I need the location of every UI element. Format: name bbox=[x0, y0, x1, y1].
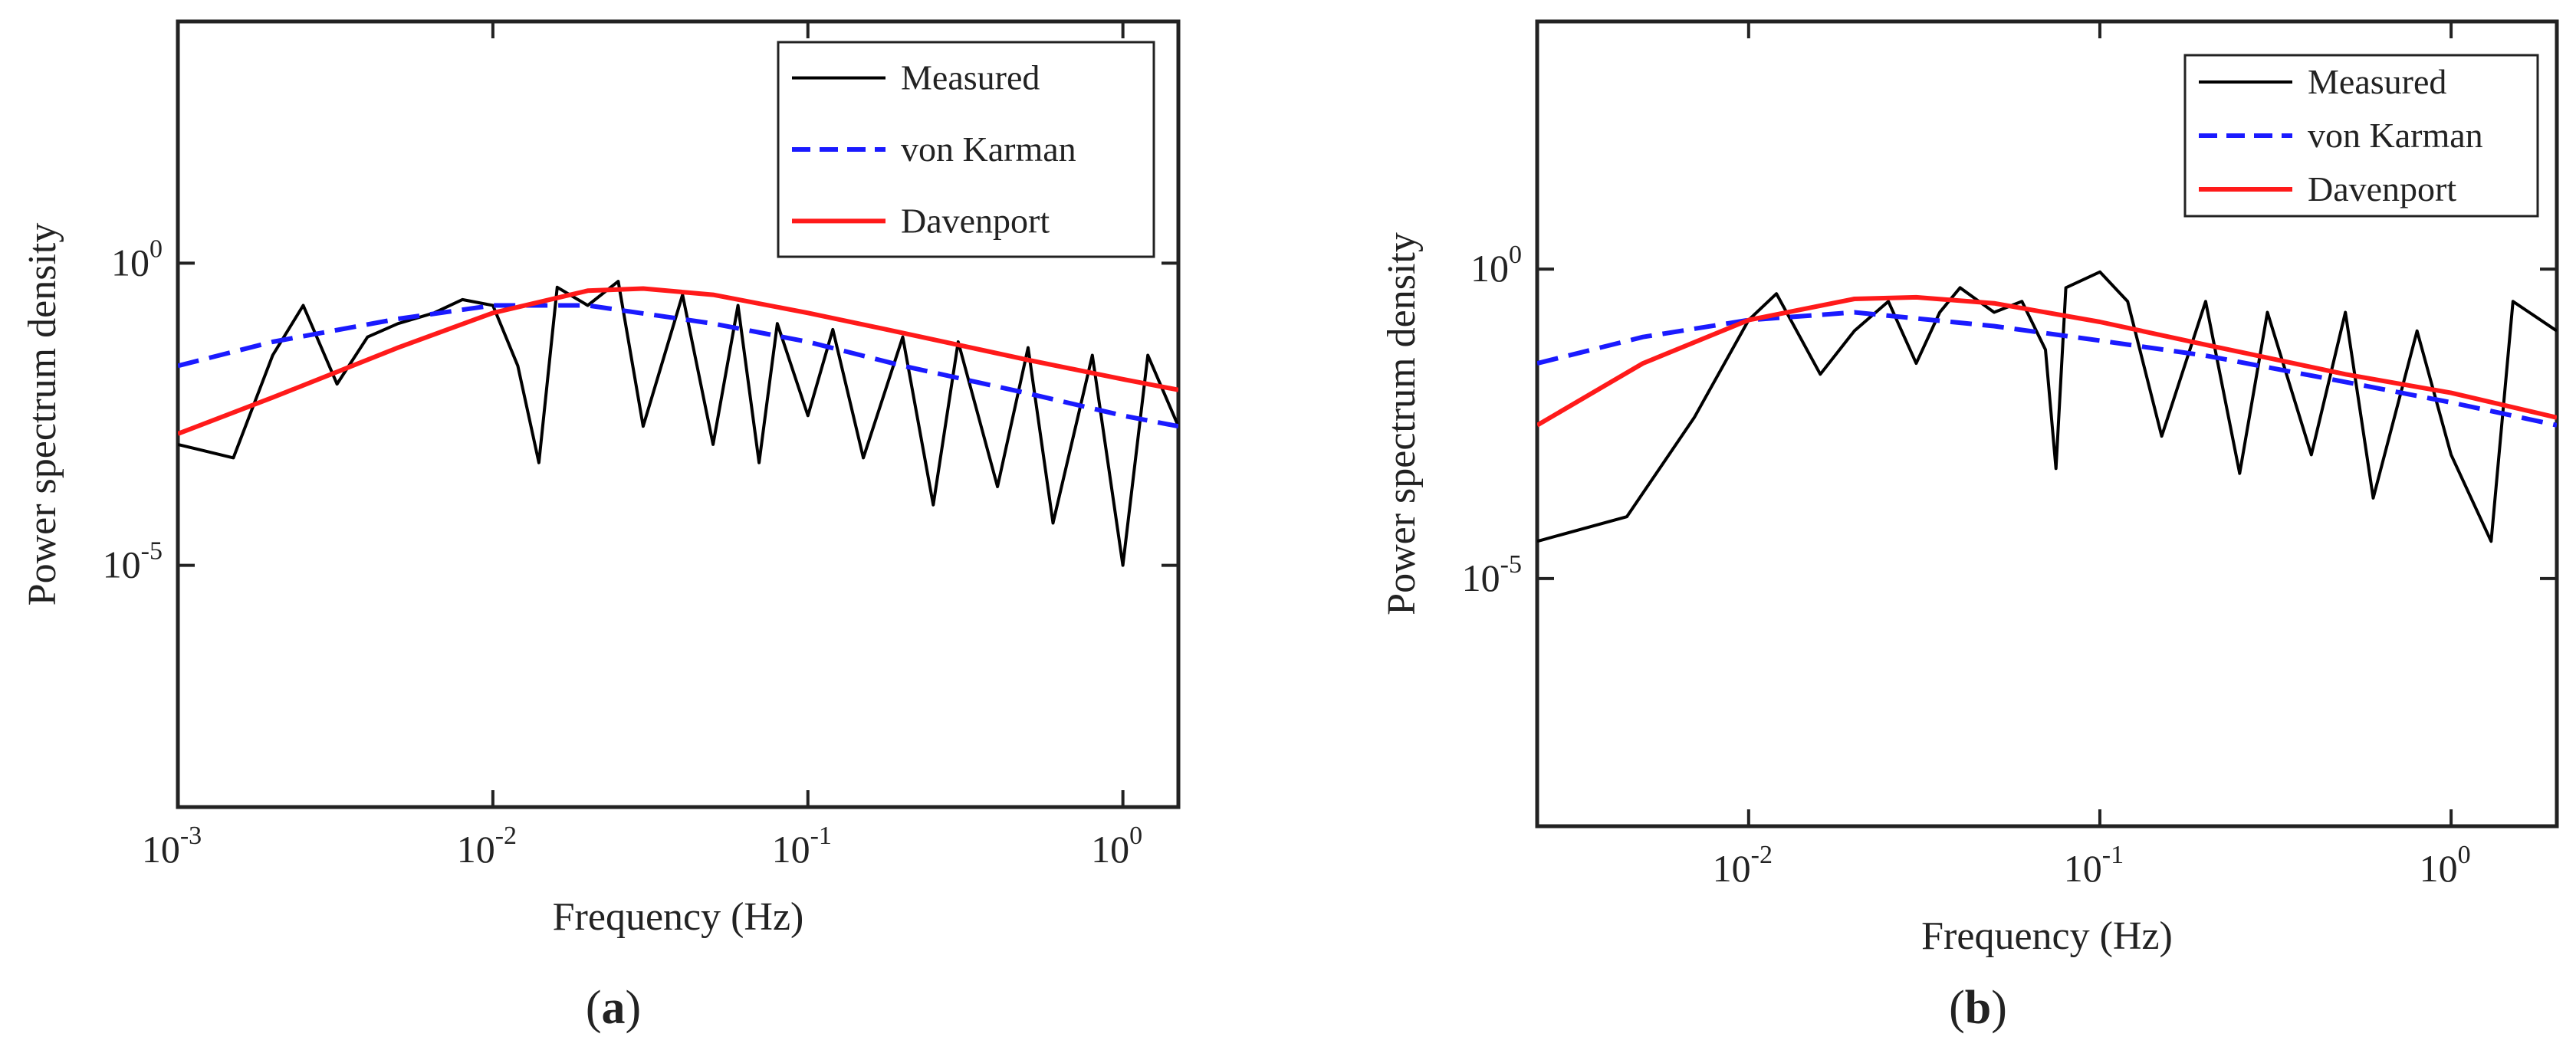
y-tick-label: 100 bbox=[111, 235, 163, 284]
x-tick-label: 10-1 bbox=[2064, 841, 2124, 890]
series-line-davenport bbox=[178, 286, 1178, 436]
series-line-measured bbox=[1537, 270, 2557, 543]
chart-panel-b: 10-2 10-1 100 10-5 100 Frequency (Hz) Power sp… bbox=[1380, 19, 2559, 1034]
panel-label-open: ( bbox=[1949, 982, 1965, 1034]
chart-panel-a: 10-3 10-2 10-1 100 10-5 100 Frequency (Hz) Powe… bbox=[21, 19, 1181, 1034]
y-axis-label: Power spectrum density bbox=[1380, 232, 1424, 615]
panel-label-letter: a bbox=[602, 982, 626, 1034]
y-tick-label: 100 bbox=[1470, 241, 1522, 290]
x-tick-exponent: -1 bbox=[810, 822, 832, 850]
plot-frame bbox=[176, 19, 1181, 809]
legend-entry: Davenport bbox=[2308, 169, 2456, 208]
series-line-davenport bbox=[1537, 294, 2557, 428]
legend-entry: Measured bbox=[901, 58, 1040, 97]
x-tick-exponent: -2 bbox=[495, 822, 517, 850]
x-tick-label: 10-2 bbox=[457, 822, 517, 871]
x-axis-label: Frequency (Hz) bbox=[1921, 914, 2173, 958]
panel-label-close: ) bbox=[626, 982, 642, 1034]
x-tick-exponent: -3 bbox=[180, 822, 202, 850]
x-tick-exponent: -1 bbox=[2102, 841, 2124, 869]
y-tick-exponent: 0 bbox=[150, 235, 163, 263]
panel-label: (b) bbox=[1949, 982, 2007, 1034]
y-axis-label: Power spectrum density bbox=[21, 223, 64, 606]
legend-entry: Measured bbox=[2308, 62, 2446, 101]
x-tick-label: 100 bbox=[1091, 822, 1142, 871]
series-line-von-karman bbox=[1537, 310, 2557, 428]
y-tick-exponent: 0 bbox=[1509, 241, 1522, 269]
x-tick-label: 100 bbox=[2420, 841, 2471, 890]
panel-label-open: ( bbox=[586, 982, 602, 1034]
x-tick-exponent: 0 bbox=[2458, 841, 2471, 869]
panel-label: (a) bbox=[586, 982, 641, 1034]
legend-entry: von Karman bbox=[901, 130, 1076, 169]
panel-label-close: ) bbox=[1991, 982, 2007, 1034]
x-tick-label: 10-2 bbox=[1713, 841, 1773, 890]
y-tick-label: 10-5 bbox=[1462, 550, 1522, 599]
x-axis-label: Frequency (Hz) bbox=[553, 895, 804, 939]
y-tick-exponent: -5 bbox=[141, 537, 163, 566]
x-tick-exponent: -2 bbox=[1751, 841, 1773, 869]
y-tick-exponent: -5 bbox=[1500, 550, 1522, 579]
x-tick-label: 10-1 bbox=[772, 822, 832, 871]
panel-label-letter: b bbox=[1965, 982, 1991, 1034]
series-line-measured bbox=[178, 280, 1178, 567]
legend-entry: Davenport bbox=[901, 201, 1050, 240]
y-tick-label: 10-5 bbox=[103, 537, 163, 586]
x-tick-label: 10-3 bbox=[142, 822, 202, 871]
x-tick-exponent: 0 bbox=[1129, 822, 1142, 850]
legend-entry: von Karman bbox=[2308, 116, 2483, 155]
